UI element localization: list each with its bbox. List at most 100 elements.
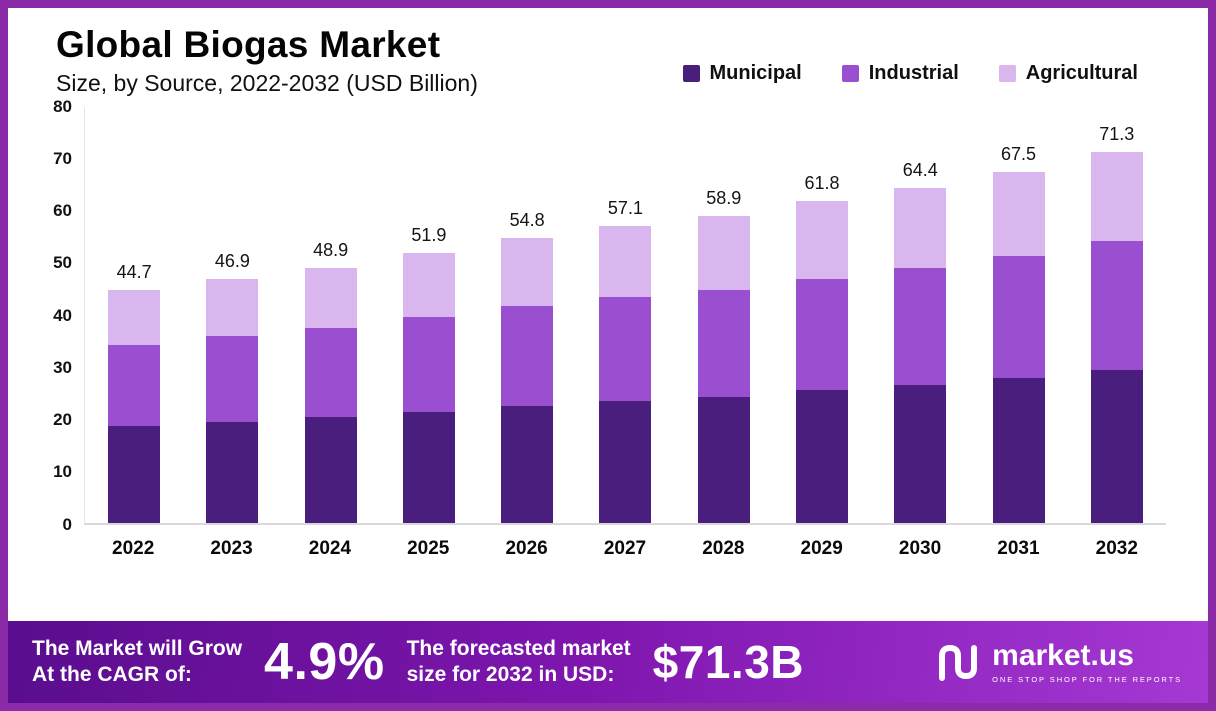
bar-total-label: 48.9 [313, 240, 349, 261]
cagr-label: The Market will Grow At the CAGR of: [32, 636, 243, 686]
y-tick-label: 30 [53, 357, 72, 377]
segment-industrial [304, 328, 357, 418]
stacked-bar [894, 187, 947, 523]
bar-total-label: 58.9 [706, 188, 742, 209]
stacked-bar [697, 216, 750, 523]
plot-wrap: 44.7 46.9 48.9 51.9 54.8 57.1 58.9 61.8 64.4 67.5… [84, 106, 1166, 560]
segment-industrial [206, 336, 259, 423]
y-tick-label: 80 [53, 96, 72, 116]
stacked-bar [1090, 151, 1143, 523]
title-block: Global Biogas Market Size, by Source, 20… [56, 24, 478, 97]
legend-label-municipal: Municipal [709, 61, 802, 84]
bar-total-label: 46.9 [214, 250, 250, 271]
stacked-bar [599, 225, 652, 523]
x-axis-label: 2024 [308, 537, 352, 559]
bar-total-label: 57.1 [607, 197, 643, 218]
segment-municipal [206, 422, 259, 523]
bar-column-2023: 46.9 [206, 107, 259, 523]
bar-total-label: 61.8 [804, 173, 840, 194]
legend-item-municipal: Municipal [682, 61, 802, 85]
segment-industrial [108, 345, 161, 427]
y-tick-label: 70 [53, 148, 72, 168]
cagr-value: 4.9% [264, 633, 385, 691]
segment-agricultural [304, 268, 357, 329]
chart-header: Global Biogas Market Size, by Source, 20… [8, 8, 1208, 97]
stacked-bar [992, 171, 1045, 523]
stacked-bar [795, 201, 848, 523]
market-us-logo-icon [939, 644, 978, 681]
y-tick-label: 20 [53, 410, 72, 430]
bar-column-2031: 67.5 [992, 107, 1045, 523]
segment-industrial [795, 278, 848, 391]
segment-municipal [894, 385, 947, 523]
segment-agricultural [402, 252, 455, 318]
legend-swatch-industrial-icon [841, 64, 859, 82]
segment-municipal [402, 411, 455, 523]
legend-label-agricultural: Agricultural [1025, 61, 1138, 84]
footer-banner: The Market will Grow At the CAGR of: 4.9… [8, 621, 1208, 703]
brand-text: market.us ONE STOP SHOP FOR THE REPORTS [992, 638, 1182, 684]
bar-column-2025: 51.9 [402, 107, 455, 523]
segment-agricultural [206, 278, 259, 337]
bar-column-2028: 58.9 [697, 107, 750, 523]
x-axis: 2022 2023 2024 2025 2026 2027 2028 2029 2030 2031… [84, 525, 1166, 560]
segment-municipal [599, 400, 652, 523]
legend-item-industrial: Industrial [841, 61, 959, 85]
forecast-label: The forecasted market size for 2032 in U… [406, 636, 631, 686]
segment-municipal [795, 390, 848, 523]
segment-industrial [402, 317, 455, 412]
segment-industrial [894, 268, 947, 386]
bar-column-2024: 48.9 [304, 107, 357, 523]
segment-industrial [992, 256, 1045, 378]
x-axis-label: 2027 [603, 537, 647, 559]
chart-body: 0 10 20 30 40 50 60 70 80 44.7 46.9 48.9 51.9 54.8 57… [8, 97, 1208, 621]
bar-column-2027: 57.1 [599, 107, 652, 523]
segment-municipal [501, 405, 554, 523]
segment-industrial [1090, 241, 1143, 371]
bar-total-label: 51.9 [411, 224, 447, 245]
x-axis-label: 2031 [997, 537, 1040, 559]
stacked-bar [501, 237, 554, 523]
x-axis-label: 2030 [898, 537, 942, 559]
segment-industrial [697, 289, 750, 397]
y-tick-label: 40 [53, 305, 72, 325]
segment-agricultural [599, 225, 652, 298]
x-axis-label: 2028 [702, 537, 745, 559]
page-title: Global Biogas Market [56, 24, 441, 65]
y-axis: 0 10 20 30 40 50 60 70 80 [26, 97, 84, 534]
x-axis-label: 2023 [210, 537, 253, 559]
stacked-bar [206, 278, 259, 523]
brand-tagline: ONE STOP SHOP FOR THE REPORTS [992, 674, 1182, 684]
segment-agricultural [795, 201, 848, 279]
forecast-value: $71.3B [652, 636, 805, 688]
bar-total-label: 44.7 [116, 262, 152, 283]
legend-swatch-municipal-icon [682, 64, 700, 82]
page-subtitle: Size, by Source, 2022-2032 (USD Billion) [56, 69, 478, 96]
bar-total-label: 64.4 [902, 159, 938, 180]
bar-column-2030: 64.4 [894, 107, 947, 523]
segment-industrial [599, 297, 652, 401]
bar-total-label: 71.3 [1099, 123, 1135, 144]
y-tick-label: 50 [53, 253, 72, 273]
y-tick-label: 60 [53, 201, 72, 221]
segment-agricultural [501, 237, 554, 307]
x-axis-label: 2026 [505, 537, 548, 559]
segment-agricultural [1090, 151, 1143, 242]
x-axis-label: 2032 [1095, 537, 1138, 559]
legend-label-industrial: Industrial [868, 61, 959, 84]
y-tick-label: 10 [53, 462, 72, 482]
bar-column-2032: 71.3 [1090, 107, 1143, 523]
bar-column-2022: 44.7 [108, 107, 161, 523]
legend-item-agricultural: Agricultural [998, 61, 1138, 85]
segment-agricultural [992, 171, 1045, 257]
brand-name: market.us [992, 638, 1134, 672]
segment-industrial [501, 306, 554, 406]
segment-municipal [304, 417, 357, 523]
bar-total-label: 54.8 [509, 209, 545, 230]
segment-municipal [697, 396, 750, 523]
bar-column-2029: 61.8 [795, 107, 848, 523]
segment-agricultural [108, 290, 161, 346]
x-axis-label: 2029 [800, 537, 843, 559]
segment-municipal [108, 426, 161, 523]
